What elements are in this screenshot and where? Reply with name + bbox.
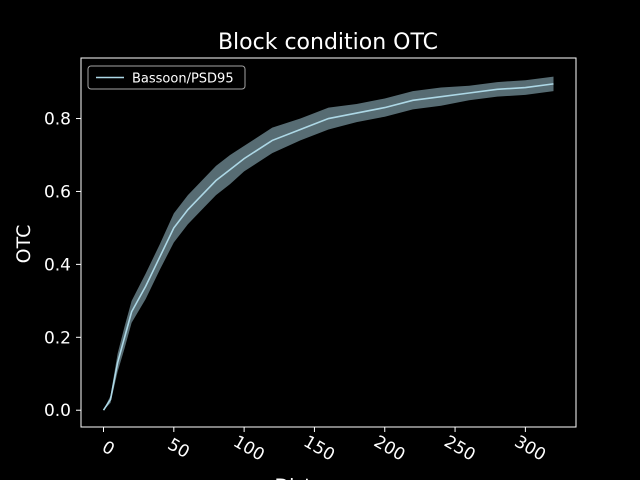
legend-label: Bassoon/PSD95 <box>132 72 234 87</box>
y-tick-label: 0.4 <box>44 255 71 275</box>
y-tick-label: 0.0 <box>44 401 71 421</box>
y-axis-label: OTC <box>13 225 35 264</box>
x-axis-label: Distance <box>274 475 357 480</box>
y-tick-label: 0.6 <box>44 182 71 202</box>
legend-box <box>87 65 246 90</box>
y-tick-label: 0.2 <box>44 328 71 348</box>
data-line <box>102 83 554 411</box>
chart-title: Block condition OTC <box>218 30 438 55</box>
plot-frame <box>80 57 577 428</box>
y-tick-label: 0.8 <box>44 110 71 130</box>
